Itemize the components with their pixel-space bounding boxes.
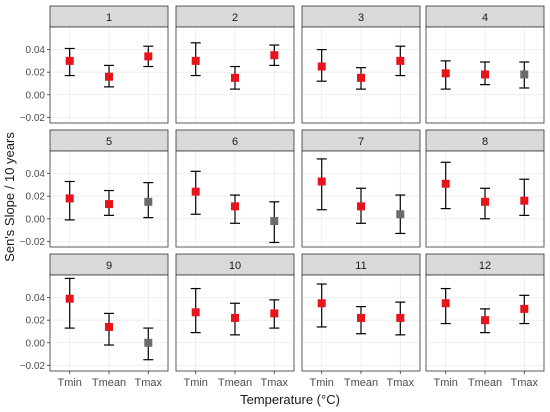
x-tick-label: Tmean (468, 377, 502, 389)
facet-label-11: 11 (355, 260, 366, 272)
data-point-tmax (396, 56, 405, 65)
y-tick-label: −0.02 (20, 361, 46, 372)
panel-border (425, 26, 545, 124)
panel-border (175, 26, 295, 124)
facet-label-3: 3 (358, 12, 364, 24)
data-point-tmin (441, 179, 450, 188)
x-tick-label: Tmean (344, 377, 378, 389)
data-point-tmean (105, 72, 113, 81)
x-tick-label: Tmax (511, 377, 539, 389)
facet-label-4: 4 (482, 12, 488, 24)
data-point-tmax (520, 304, 529, 313)
facet-label-10: 10 (229, 260, 241, 272)
panel-border (175, 150, 295, 248)
data-point-tmean (481, 197, 489, 206)
data-point-tmax (144, 52, 153, 61)
facet-label-9: 9 (106, 260, 112, 272)
facet-label-12: 12 (479, 260, 491, 272)
y-tick-label: 0.04 (26, 169, 46, 180)
data-point-tmax (144, 197, 153, 206)
panel-border (301, 26, 421, 124)
data-point-tmean (231, 202, 239, 211)
panel-border (49, 150, 169, 248)
data-point-tmin (317, 299, 326, 308)
panel-border (301, 150, 421, 248)
y-tick-label: 0.02 (26, 68, 46, 79)
data-point-tmin (191, 187, 200, 196)
data-point-tmin (65, 194, 74, 203)
x-tick-label: Tmean (218, 377, 252, 389)
data-point-tmax (396, 313, 405, 322)
y-tick-label: 0.04 (26, 45, 46, 56)
data-point-tmin (65, 294, 74, 303)
data-point-tmax (396, 210, 405, 219)
data-point-tmean (357, 73, 365, 82)
panel-border (49, 26, 169, 124)
data-point-tmean (481, 70, 489, 79)
x-tick-label: Tmean (92, 377, 126, 389)
data-point-tmin (441, 299, 450, 308)
data-point-tmin (317, 62, 326, 71)
x-tick-label: Tmax (135, 377, 163, 389)
x-tick-label: Tmin (309, 377, 333, 389)
data-point-tmin (191, 308, 200, 317)
y-tick-label: 0.00 (26, 90, 46, 101)
data-point-tmean (231, 73, 239, 82)
x-axis-title: Temperature (°C) (240, 392, 340, 407)
y-axis-title: Sen's Slope / 10 years (2, 132, 17, 262)
y-tick-label: 0.02 (26, 316, 46, 327)
data-point-tmax (270, 51, 279, 60)
facet-label-6: 6 (232, 136, 238, 148)
facet-label-1: 1 (106, 12, 112, 24)
y-tick-label: 0.00 (26, 338, 46, 349)
data-point-tmin (317, 177, 326, 186)
x-tick-label: Tmin (433, 377, 457, 389)
x-tick-label: Tmax (387, 377, 415, 389)
data-point-tmin (65, 56, 74, 65)
data-point-tmean (105, 322, 113, 331)
data-point-tmin (441, 69, 450, 78)
data-point-tmax (270, 309, 279, 318)
facet-label-7: 7 (358, 136, 364, 148)
y-tick-label: −0.02 (20, 113, 46, 124)
y-tick-label: 0.04 (26, 293, 46, 304)
data-point-tmean (357, 202, 365, 211)
x-tick-label: Tmin (183, 377, 207, 389)
data-point-tmax (520, 196, 529, 205)
y-tick-label: 0.02 (26, 192, 46, 203)
data-point-tmax (144, 338, 153, 347)
y-tick-label: −0.02 (20, 237, 46, 248)
data-point-tmax (270, 217, 279, 226)
x-tick-label: Tmin (57, 377, 81, 389)
data-point-tmin (191, 56, 200, 65)
facet-label-5: 5 (106, 136, 112, 148)
data-point-tmean (105, 200, 113, 209)
facet-label-8: 8 (482, 136, 488, 148)
facet-label-2: 2 (232, 12, 238, 24)
x-tick-label: Tmax (261, 377, 289, 389)
y-tick-label: 0.00 (26, 214, 46, 225)
data-point-tmean (231, 313, 239, 322)
data-point-tmean (481, 316, 489, 325)
data-point-tmean (357, 313, 365, 322)
panel-border (425, 150, 545, 248)
data-point-tmax (520, 70, 529, 79)
